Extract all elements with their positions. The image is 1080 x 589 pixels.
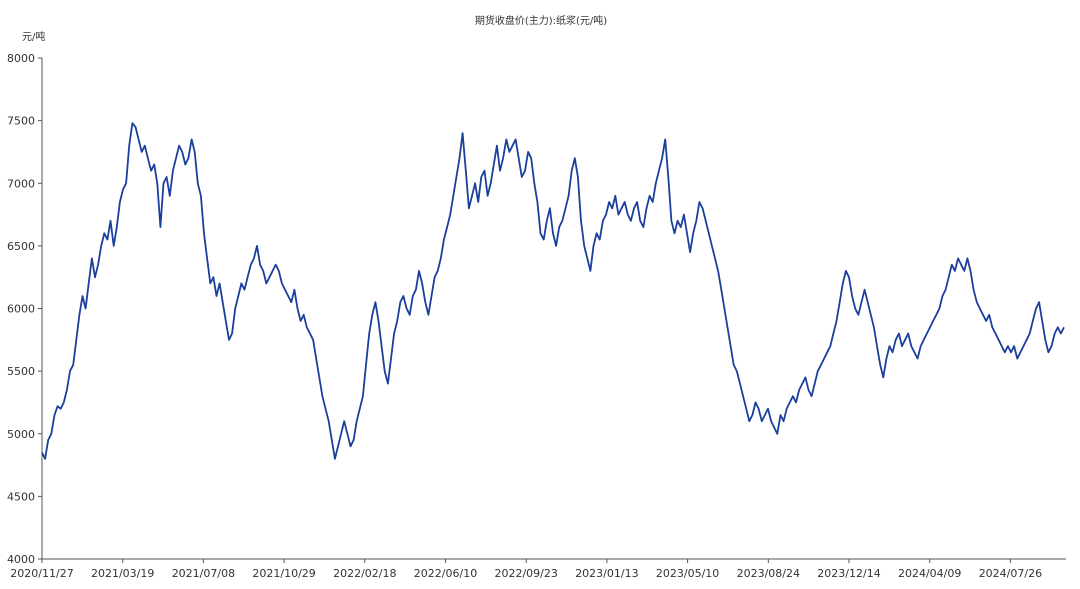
y-tick-label: 4000: [7, 553, 35, 566]
y-tick-label: 6000: [7, 303, 35, 316]
y-tick-label: 8000: [7, 52, 35, 65]
y-tick-label: 5500: [7, 365, 35, 378]
y-tick-label: 6500: [7, 240, 35, 253]
x-tick-label: 2023/05/10: [656, 567, 719, 580]
plot-area: [41, 122, 1065, 460]
y-tick-label: 5000: [7, 428, 35, 441]
x-tick-label: 2022/06/10: [414, 567, 477, 580]
series-line: [41, 122, 1065, 460]
x-tick-label: 2022/02/18: [333, 567, 396, 580]
y-tick-label: 4500: [7, 490, 35, 503]
x-axis: 2020/11/27 2021/03/19 2021/07/08 2021/10/29…: [10, 558, 1066, 580]
y-axis: 8000 7500 7000 6500 6000 5500 5000 4500 4000: [7, 52, 43, 566]
x-tick-label: 2021/10/29: [252, 567, 315, 580]
x-tick-label: 2023/08/24: [737, 567, 800, 580]
y-axis-unit-label: 元/吨: [22, 30, 45, 43]
x-tick-label: 2022/09/23: [494, 567, 557, 580]
y-tick-label: 7500: [7, 115, 35, 128]
x-tick-label: 2024/04/09: [898, 567, 961, 580]
x-tick-label: 2023/01/13: [575, 567, 638, 580]
x-tick-label: 2023/12/14: [817, 567, 880, 580]
x-tick-label: 2020/11/27: [10, 567, 73, 580]
y-tick-label: 7000: [7, 177, 35, 190]
x-tick-label: 2021/07/08: [172, 567, 235, 580]
chart-title: 期货收盘价(主力):纸浆(元/吨): [475, 14, 607, 27]
x-tick-label: 2021/03/19: [91, 567, 154, 580]
x-tick-label: 2024/07/26: [979, 567, 1042, 580]
